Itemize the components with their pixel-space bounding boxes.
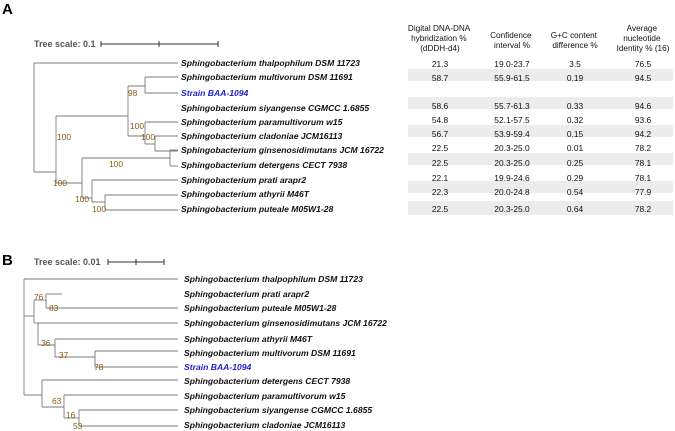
cell-ci: 20.0-24.8	[494, 187, 530, 197]
panel-b-bootstrap-4: 37	[59, 350, 69, 360]
panel-b-taxon: Sphingobacterium puteale M05W1-28	[184, 303, 337, 313]
panel-a-letter: A	[2, 1, 13, 18]
cell-dddh: 56.7	[432, 129, 449, 139]
panel-a-taxon-highlight: Strain BAA-1094	[181, 88, 249, 98]
cell-ani: 78.1	[635, 158, 652, 168]
cell-ci: 20.3-25.0	[494, 204, 530, 214]
cell-dddh: 22.5	[432, 158, 449, 168]
cell-gc: 3.5	[569, 59, 581, 69]
cell-gc: 0.19	[567, 73, 584, 83]
panel-a-bootstrap-1: 98	[128, 88, 138, 98]
panel-a-bootstrap-5: 100	[109, 159, 123, 169]
table-row-shading	[408, 69, 673, 215]
panel-b-taxon: Sphingobacterium athyrii M46T	[184, 334, 313, 344]
cell-ani: 78.2	[635, 204, 652, 214]
panel-a-bootstrap-8: 100	[92, 204, 106, 214]
cell-ani: 76.5	[635, 59, 652, 69]
cell-gc: 0.25	[567, 158, 584, 168]
panel-b-bootstrap-5: 78	[94, 362, 104, 372]
cell-dddh: 22.5	[432, 204, 449, 214]
panel-a-bootstrap-4: 100	[141, 132, 155, 142]
cell-ci: 20.3-25.0	[494, 143, 530, 153]
cell-gc: 0.32	[567, 115, 584, 125]
header-ani: Average nucleotide Identity % (16)	[617, 24, 670, 53]
cell-ci: 55.9-61.5	[494, 73, 530, 83]
cell-ani: 93.6	[635, 115, 652, 125]
panel-b-taxon: Sphingobacterium ginsenosidimutans JCM 1…	[184, 318, 387, 328]
cell-ani: 94.2	[635, 129, 652, 139]
panel-a-tree-scale-label: Tree scale: 0.1	[34, 39, 96, 49]
cell-ci: 19.9-24.6	[494, 173, 530, 183]
panel-a-taxon: Sphingobacterium paramultivorum w15	[181, 117, 343, 127]
panel-b-taxon: Sphingobacterium prati arapr2	[184, 289, 309, 299]
header-gc-content: G+C content difference %	[551, 31, 599, 50]
panel-a-taxon: Sphingobacterium prati arapr2	[181, 175, 306, 185]
panel-b-bootstrap-1: 76	[34, 292, 44, 302]
panel-a-taxon: Sphingobacterium puteale M05W1-28	[181, 204, 334, 214]
cell-ani: 78.1	[635, 173, 652, 183]
panel-b-taxon: Sphingobacterium cladoniae JCM16113	[184, 420, 345, 430]
cell-ani: 94.6	[635, 101, 652, 111]
cell-gc: 0.64	[567, 204, 584, 214]
panel-b: B Tree scale: 0.01	[2, 252, 387, 431]
cell-gc: 0.33	[567, 101, 584, 111]
panel-b-tree-scale-label: Tree scale: 0.01	[34, 257, 101, 267]
cell-ci: 20.3-25.0	[494, 158, 530, 168]
panel-b-taxon: Sphingobacterium multivorum DSM 11691	[184, 348, 356, 358]
cell-gc: 0.15	[567, 129, 584, 139]
panel-a: A Tree scale: 0.1 Digital DNA-DNA hybrid…	[2, 1, 673, 215]
header-dddh: Digital DNA-DNA hybridization % (dDDH-d4…	[408, 24, 472, 53]
panel-b-taxon: Sphingobacterium siyangense CGMCC 1.6855	[184, 405, 372, 415]
cell-ci: 55.7-61.3	[494, 101, 530, 111]
panel-b-taxon: Sphingobacterium thalpophilum DSM 11723	[184, 274, 363, 284]
cell-dddh: 21.3	[432, 59, 449, 69]
cell-ci: 19.0-23.7	[494, 59, 530, 69]
panel-b-letter: B	[2, 252, 13, 269]
panel-b-taxon-highlight: Strain BAA-1094	[184, 362, 252, 372]
cell-gc: 0.01	[567, 143, 584, 153]
cell-ci: 53.9-59.4	[494, 129, 530, 139]
panel-b-bootstrap-3: 36	[41, 338, 51, 348]
panel-b-bootstrap-7: 16	[66, 410, 76, 420]
panel-a-taxon: Sphingobacterium ginsenosidimutans JCM 1…	[181, 145, 384, 155]
panel-b-taxon: Sphingobacterium detergens CECT 7938	[184, 376, 350, 386]
cell-dddh: 22.1	[432, 173, 449, 183]
cell-gc: 0.29	[567, 173, 584, 183]
panel-a-bootstrap-3: 100	[130, 121, 144, 131]
panel-a-table: 21.3 19.0-23.7 3.5 76.5 58.7 55.9-61.5 0…	[432, 59, 652, 214]
panel-b-bootstrap-2: 83	[49, 303, 59, 313]
cell-dddh: 58.6	[432, 101, 449, 111]
cell-dddh: 54.8	[432, 115, 449, 125]
panel-b-tree-branches	[23, 278, 178, 427]
panel-a-bootstrap-7: 100	[75, 194, 89, 204]
panel-a-taxon: Sphingobacterium cladoniae JCM16113	[181, 131, 342, 141]
cell-dddh: 22.5	[432, 143, 449, 153]
panel-a-taxon: Sphingobacterium detergens CECT 7938	[181, 160, 347, 170]
cell-ani: 94.5	[635, 73, 652, 83]
cell-ani: 78.2	[635, 143, 652, 153]
panel-a-bootstrap-6: 100	[53, 178, 67, 188]
header-confidence-interval: Confidence interval %	[490, 31, 534, 50]
panel-a-taxon: Sphingobacterium thalpophilum DSM 11723	[181, 58, 360, 68]
panel-a-taxon: Sphingobacterium athyrii M46T	[181, 189, 310, 199]
panel-a-bootstrap-2: 100	[57, 132, 71, 142]
cell-ci: 52.1-57.5	[494, 115, 530, 125]
cell-ani: 77.9	[635, 187, 652, 197]
panel-b-taxon: Sphingobacterium paramultivorum w15	[184, 391, 346, 401]
panel-b-bootstrap-6: 63	[52, 396, 62, 406]
panel-a-taxon: Sphingobacterium multivorum DSM 11691	[181, 72, 353, 82]
panel-a-taxon: Sphingobacterium siyangense CGMCC 1.6855	[181, 103, 369, 113]
cell-dddh: 58.7	[432, 73, 449, 83]
cell-gc: 0.54	[567, 187, 584, 197]
panel-a-tree-branches	[33, 62, 178, 211]
panel-b-bootstrap-8: 53	[73, 421, 83, 431]
cell-dddh: 22.3	[432, 187, 449, 197]
